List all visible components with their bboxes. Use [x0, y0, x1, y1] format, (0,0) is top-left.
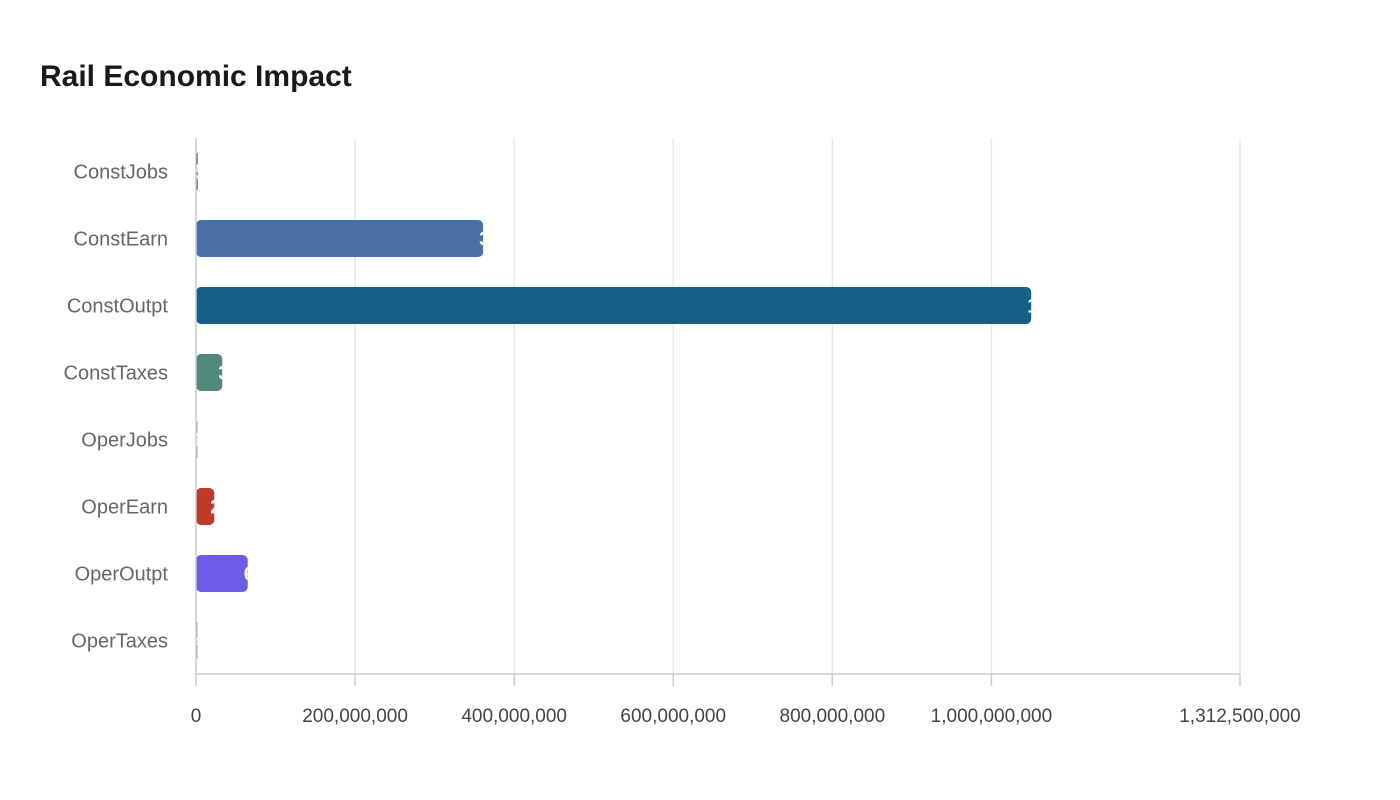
chart-title: Rail Economic Impact: [40, 60, 352, 93]
bar-value-label: 33,000,000: [218, 363, 318, 385]
category-label: ConstTaxes: [64, 363, 169, 385]
x-tick-label: 400,000,000: [461, 706, 567, 727]
x-tick-label: 200,000,000: [302, 706, 408, 727]
bar-value-label: 5,000: [194, 162, 244, 184]
bar: [196, 220, 484, 257]
bar-value-label: 65,000,000: [244, 564, 344, 586]
bar-value-label: 23,000,000: [210, 497, 310, 519]
bar: [196, 488, 215, 525]
x-tick-label: 0: [191, 706, 202, 727]
category-label: ConstEarn: [74, 229, 169, 251]
category-label: OperJobs: [81, 430, 168, 452]
bar: [196, 555, 248, 592]
x-tick-label: 1,312,500,000: [1179, 706, 1301, 727]
x-tick-label: 800,000,000: [780, 706, 886, 727]
category-label: OperOutpt: [75, 564, 169, 586]
x-tick-label: 1,000,000,000: [931, 706, 1053, 727]
bar-value-label: 1,050,000,000: [1027, 296, 1155, 318]
category-label: OperTaxes: [71, 631, 168, 653]
bar-value-label: 361,000,000: [479, 229, 590, 251]
bar: [196, 354, 223, 391]
bar: [196, 287, 1032, 324]
category-label: ConstOutpt: [67, 296, 169, 318]
category-label: OperEarn: [81, 497, 168, 519]
x-tick-label: 600,000,000: [620, 706, 726, 727]
bar-value-label: 600: [194, 430, 227, 452]
bar-value-label: 400,000: [194, 631, 266, 653]
category-label: ConstJobs: [74, 162, 169, 184]
